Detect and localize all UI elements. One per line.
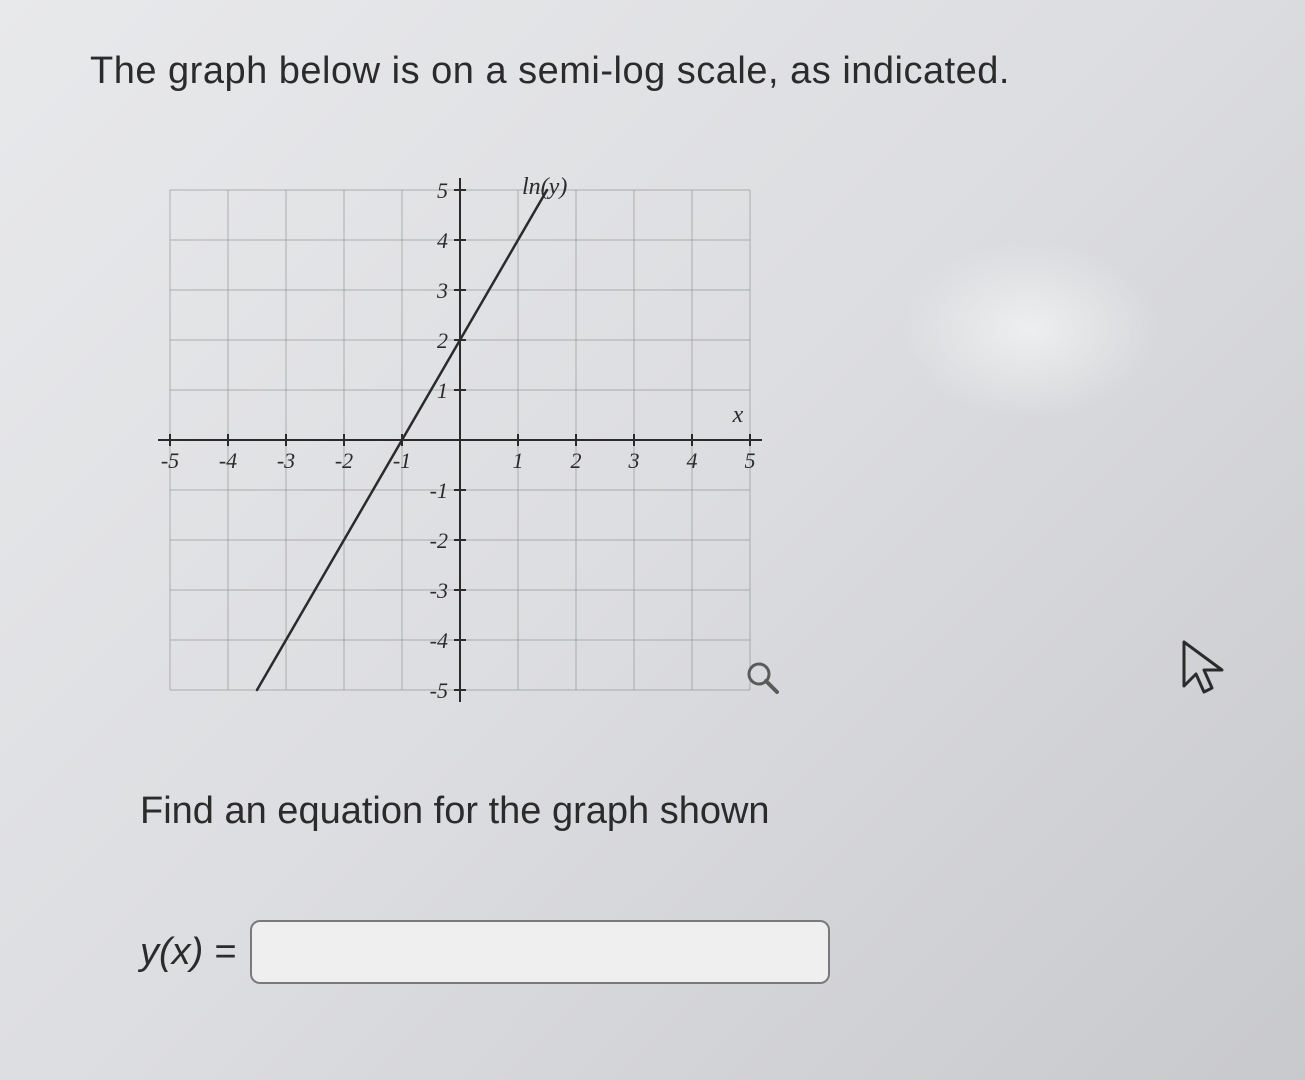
svg-text:-3: -3 — [277, 448, 295, 473]
svg-text:-2: -2 — [430, 528, 448, 553]
svg-text:-1: -1 — [430, 478, 448, 503]
semilog-graph: -5-4-3-2-112345-5-4-3-2-112345ln(y)x — [140, 160, 780, 720]
svg-text:-2: -2 — [335, 448, 353, 473]
problem-intro: The graph below is on a semi-log scale, … — [90, 50, 1010, 93]
svg-text:5: 5 — [745, 448, 756, 473]
svg-text:2: 2 — [437, 328, 448, 353]
question-prompt: Find an equation for the graph shown — [140, 790, 770, 833]
svg-text:5: 5 — [437, 178, 448, 203]
svg-text:2: 2 — [571, 448, 582, 473]
svg-text:-5: -5 — [430, 678, 448, 703]
svg-text:-5: -5 — [161, 448, 179, 473]
svg-text:-4: -4 — [219, 448, 237, 473]
svg-text:1: 1 — [437, 378, 448, 403]
svg-text:1: 1 — [513, 448, 524, 473]
answer-input[interactable] — [250, 920, 830, 984]
svg-text:4: 4 — [437, 228, 448, 253]
svg-text:3: 3 — [436, 278, 448, 303]
svg-text:-3: -3 — [430, 578, 448, 603]
svg-text:-4: -4 — [430, 628, 448, 653]
svg-text:4: 4 — [687, 448, 698, 473]
answer-label: y(x) = — [140, 931, 236, 974]
svg-text:x: x — [732, 402, 744, 428]
graph-svg: -5-4-3-2-112345-5-4-3-2-112345ln(y)x — [140, 160, 780, 720]
cursor-arrow-icon — [1180, 640, 1230, 700]
magnifier-icon[interactable] — [745, 660, 781, 696]
answer-row: y(x) = — [140, 920, 830, 984]
svg-text:3: 3 — [628, 448, 640, 473]
screen-glare — [900, 240, 1160, 420]
